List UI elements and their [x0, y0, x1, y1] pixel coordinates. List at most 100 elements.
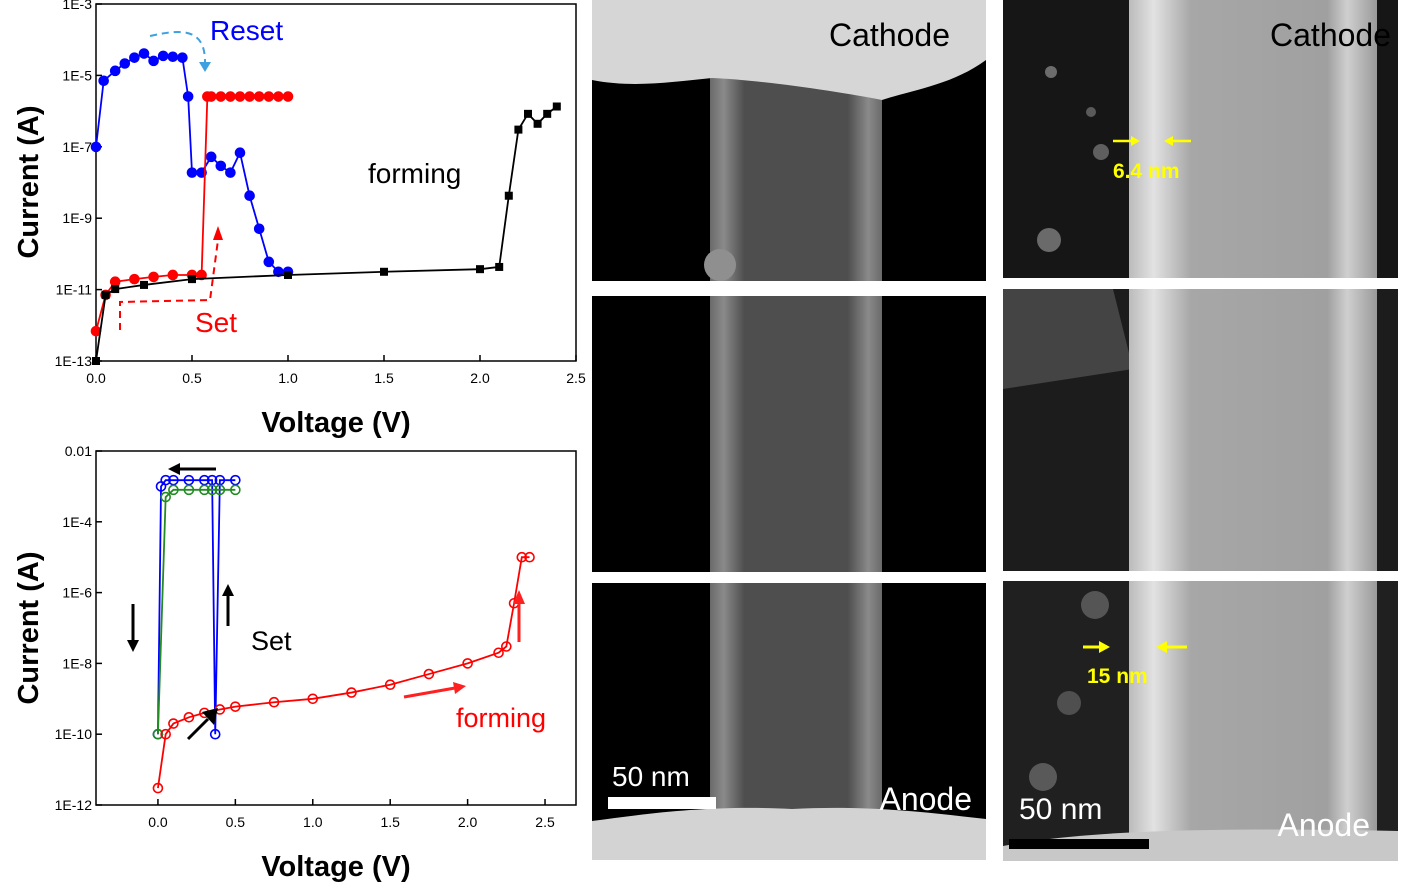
- scale-bar-label: 50 nm: [1019, 793, 1103, 826]
- series-point: [205, 91, 217, 102]
- tem-left-middle-image: [710, 296, 882, 572]
- reset-label: Reset: [210, 15, 283, 46]
- series-point: [167, 269, 179, 281]
- anode-label: Anode: [1277, 807, 1370, 843]
- series-point: [199, 484, 210, 496]
- x-tick-label: 0.0: [86, 370, 106, 386]
- x-tick-label: 1.0: [278, 370, 298, 386]
- tem-right-bottom: 15 nm 50 nm Anode: [1003, 581, 1398, 861]
- tem-left-top: Cathode: [592, 0, 986, 281]
- y-tick-label: 1E-4: [62, 514, 92, 530]
- x-tick-label: 0.0: [148, 814, 168, 830]
- series-point: [552, 102, 561, 111]
- series-line: [157, 556, 530, 789]
- iv-chart-top-svg: 1E-13 1E-11 1E-9 1E-7 1E-5 1E-3 0.0 0.5 1.0 1.5 2.…: [13, 0, 586, 439]
- series-point: [148, 55, 159, 67]
- series-point: [516, 551, 528, 563]
- scale-bar-label: 50 nm: [612, 761, 690, 792]
- diagonal-arrow: [186, 708, 218, 741]
- y-tick-label: 1E-3: [62, 0, 92, 12]
- set-arrow: [119, 239, 219, 330]
- tem-right-middle: [1003, 289, 1398, 571]
- reset-direction-arrow: [168, 463, 216, 475]
- iv-chart-bottom: 1E-12 1E-10 1E-8 1E-6 1E-4 0.01 0.0 0.5 1.0 1.5 2.…: [0, 443, 590, 886]
- series-point: [462, 658, 473, 669]
- tem-left-bottom: 50 nm Anode: [592, 583, 986, 860]
- set-arrowhead: [213, 226, 223, 240]
- series-point: [209, 728, 221, 740]
- series-point: [168, 718, 179, 729]
- series-point: [230, 701, 241, 712]
- series-point: [160, 491, 171, 503]
- reset-arrow: [149, 31, 206, 63]
- iv-chart-bottom-svg: 1E-12 1E-10 1E-8 1E-6 1E-4 0.01 0.0 0.5 1.0 1.5 2.…: [13, 443, 577, 883]
- series-point: [524, 109, 532, 118]
- series-point: [244, 91, 255, 102]
- tem-left-top-image: [592, 0, 986, 281]
- y-tick-label: 1E-6: [62, 585, 92, 601]
- series-point: [183, 484, 195, 496]
- series-point: [157, 50, 169, 62]
- tem-right-top: Cathode 6.4 nm: [1003, 0, 1398, 278]
- series-point: [206, 484, 218, 496]
- down-arrow: [127, 604, 139, 652]
- series-point: [119, 58, 131, 69]
- y-axis-label: Current (A): [13, 105, 45, 258]
- x-tick-label: 1.0: [303, 814, 323, 830]
- y-tick-label: 1E-13: [55, 353, 93, 369]
- x-tick-label: 2.0: [458, 814, 478, 830]
- series-point: [92, 357, 100, 365]
- series-point: [230, 484, 241, 496]
- series-line: [157, 488, 236, 735]
- series-point: [214, 484, 226, 496]
- y-tick-label: 1E-8: [62, 655, 92, 671]
- x-tick-label: 2.0: [470, 370, 490, 386]
- series-point: [177, 52, 188, 63]
- series-point: [138, 48, 150, 59]
- series-point: [183, 712, 195, 723]
- series-point: [196, 167, 207, 178]
- series-point: [225, 91, 236, 102]
- y-tick-label: 1E-10: [55, 726, 93, 742]
- cathode-label: Cathode: [1270, 17, 1391, 53]
- series-point: [111, 285, 120, 294]
- series-point: [244, 190, 255, 202]
- y-tick-label: 0.01: [65, 444, 92, 459]
- series-point: [225, 167, 236, 178]
- scale-bar: [608, 797, 716, 809]
- series-point: [188, 275, 196, 284]
- series-point: [234, 147, 246, 159]
- series-point: [380, 267, 388, 276]
- up-arrow: [222, 584, 234, 626]
- tem-right-bottom-image: [1003, 581, 1398, 861]
- plot-frame: [95, 3, 577, 362]
- series-point: [215, 160, 227, 172]
- set-label: Set: [195, 307, 237, 338]
- tem-left-middle: [592, 296, 986, 572]
- series-point: [533, 119, 542, 128]
- x-tick-label: 2.5: [566, 370, 586, 386]
- measure-arrows-2: [1083, 641, 1187, 653]
- x-tick-label: 0.5: [182, 370, 202, 386]
- series-point: [543, 109, 552, 118]
- series-point: [160, 728, 171, 740]
- series-point: [101, 290, 110, 299]
- x-tick-label: 0.5: [226, 814, 246, 830]
- series-point: [148, 271, 159, 283]
- y-tick-label: 1E-12: [55, 797, 93, 813]
- series-point: [273, 91, 284, 102]
- series-point: [234, 91, 246, 102]
- series-point: [152, 782, 164, 794]
- series-point: [504, 191, 513, 200]
- x-axis-label: Voltage (V): [261, 851, 410, 883]
- series-point: [253, 91, 265, 102]
- series-point: [282, 91, 294, 102]
- tem-left-bottom-image: [592, 583, 986, 860]
- series-point: [346, 687, 357, 698]
- x-tick-label: 2.5: [535, 814, 555, 830]
- series-point: [168, 484, 179, 496]
- series-point: [493, 647, 504, 659]
- tem-right-middle-image: [1003, 289, 1377, 571]
- forming-label: forming: [368, 158, 461, 189]
- anode-label: Anode: [879, 781, 972, 817]
